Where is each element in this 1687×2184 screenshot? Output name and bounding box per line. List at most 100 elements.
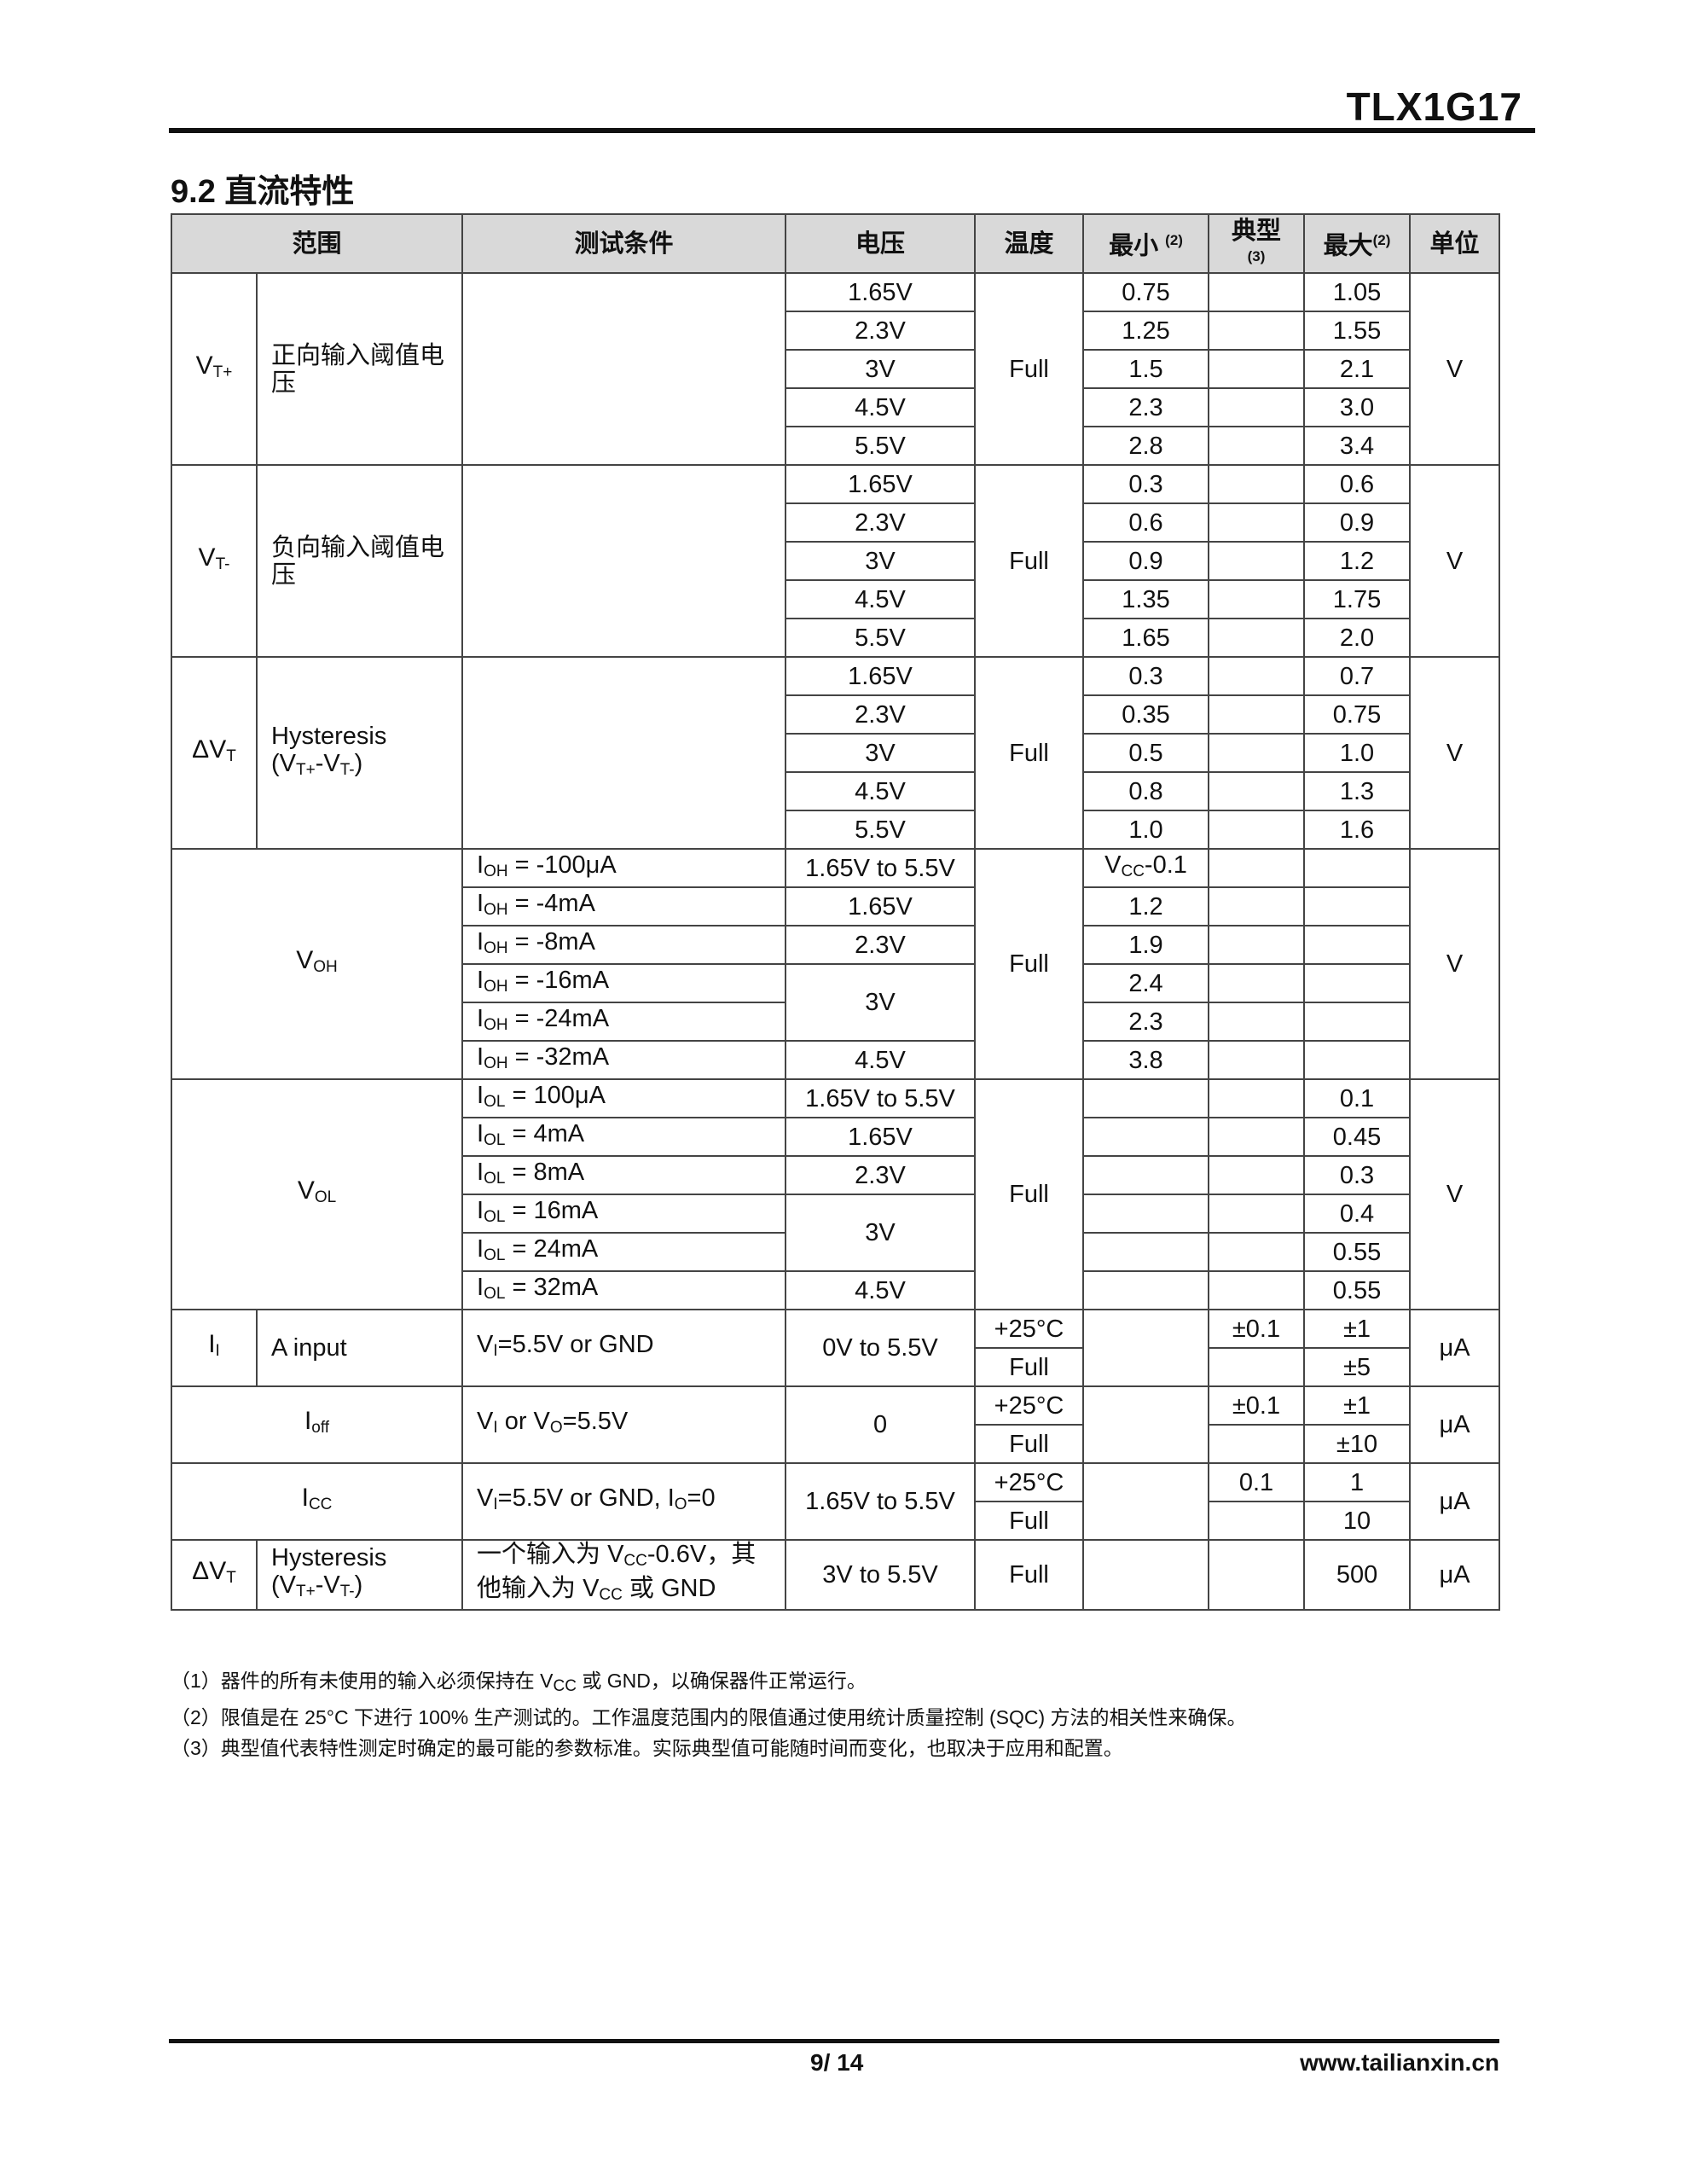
voltage-cell: 4.5V [785,1040,977,1080]
max-value: 500 [1303,1539,1412,1611]
parameter-description: 负向输入阈值电压 [255,464,464,658]
table-row: VT+ 正向输入阈值电压 1.65V Full 0.75 1.05 V [171,272,1501,466]
temperature-cell: Full [974,1347,1085,1387]
voltage-cell: 2.3V [785,1155,977,1195]
voltage-cell: 1.65V [785,656,977,696]
table-row: VT- 负向输入阈值电压 1.65V Full 0.3 0.6 V [171,464,1501,658]
voltage-cell: 0 [785,1385,977,1464]
voltage-cell: 1.65V [785,886,977,926]
max-value: 0.45 [1303,1117,1412,1157]
table-header-row: 范围 测试条件 电压 温度 最小 (2) 典型 (3) 最大(2) 单位 [170,213,1501,274]
table-row: 2.3V 1.25 1.55 [171,311,1499,351]
temperature-cell: +25°C [974,1462,1085,1502]
header-divider [169,128,1535,133]
test-condition: IOL = 4mA [461,1117,787,1157]
min-value [1082,1462,1210,1541]
max-value: 2.0 [1303,618,1412,658]
footnotes: （1）器件的所有未使用的输入必须保持在 VCC 或 GND，以确保器件正常运行。… [171,1665,1247,1763]
test-condition [461,464,787,658]
min-value [1082,1309,1210,1387]
min-value: 0.3 [1082,464,1210,504]
typ-value [1208,1078,1306,1118]
test-condition: IOL = 24mA [461,1232,787,1272]
section-title: 9.2 直流特性 [171,174,355,210]
test-condition: VI or VO=5.5V [461,1385,787,1464]
typ-value [1208,579,1306,619]
typ-value [1208,810,1306,850]
min-value [1082,1078,1210,1118]
table-row: ΔVT Hysteresis (VT+-VT-) 一个输入为 VCC-0.6V，其 他输… [171,1539,1501,1611]
voltage-cell: 3V [785,1194,977,1272]
parameter-symbol: ΔVT [171,656,258,850]
table-row: 5.5V 1.65 2.0 [171,618,1499,658]
max-value: 1.3 [1303,771,1412,811]
website-link[interactable]: www.tailianxin.cn [1300,2049,1499,2076]
typ-note: (3) [1247,247,1266,264]
test-condition: IOH = -32mA [461,1040,787,1080]
max-value: 10 [1303,1501,1412,1541]
min-value: VCC-0.1 [1082,848,1210,888]
parameter-symbol: ICC [170,1462,464,1541]
parameter-symbol: ΔVT [171,1539,258,1611]
min-note: (2) [1165,232,1183,249]
max-value: 1.75 [1303,579,1412,619]
max-value: ±10 [1303,1424,1412,1464]
max-value: 1 [1303,1462,1412,1502]
col-header-temp: 温度 [974,213,1085,274]
min-value: 2.8 [1082,426,1210,466]
max-value: 0.55 [1303,1270,1412,1310]
max-value: 0.6 [1303,464,1412,504]
min-value [1082,1232,1210,1272]
min-value [1082,1117,1210,1157]
typ-label: 典型 [1232,217,1282,245]
max-value: 3.4 [1303,426,1412,466]
voltage-cell: 3V [785,733,977,773]
temperature-cell: Full [974,272,1085,466]
test-condition: IOH = -100μA [461,848,787,888]
voltage-cell: 0V to 5.5V [785,1309,977,1387]
voltage-cell: 4.5V [785,387,977,427]
max-value: 0.1 [1303,1078,1412,1118]
voltage-cell: 5.5V [785,426,977,466]
typ-value [1208,963,1306,1003]
unit-cell: μA [1409,1309,1501,1387]
temperature-cell: Full [974,464,1085,658]
max-value: 0.7 [1303,656,1412,696]
parameter-description: Hysteresis (VT+-VT-) [255,656,464,850]
max-note: (2) [1372,232,1391,249]
max-value [1303,848,1412,888]
test-condition: 一个输入为 VCC-0.6V，其 他输入为 VCC 或 GND [461,1539,787,1611]
voltage-cell: 2.3V [785,925,977,965]
min-value: 1.2 [1082,886,1210,926]
voltage-cell: 3V [785,541,977,581]
parameter-description: A input [255,1309,464,1387]
max-value: 1.55 [1303,311,1412,351]
test-condition [461,272,787,466]
voltage-cell: 2.3V [785,502,977,543]
typ-value [1208,1424,1306,1464]
min-value: 2.3 [1082,387,1210,427]
test-condition: IOH = -24mA [461,1002,787,1042]
typ-value [1208,272,1306,312]
typ-value [1208,1002,1306,1042]
min-value [1082,1194,1210,1234]
table-row: 5.5V 1.0 1.6 [171,810,1499,850]
voltage-cell: 3V [785,963,977,1042]
typ-value [1208,541,1306,581]
table-row: II A input VI=5.5V or GND 0V to 5.5V +25°C ±0… [171,1309,1501,1387]
unit-cell: V [1409,1078,1501,1310]
max-value: 1.6 [1303,810,1412,850]
voltage-cell: 4.5V [785,771,977,811]
col-header-unit: 单位 [1409,213,1501,274]
min-value: 2.4 [1082,963,1210,1003]
min-value: 1.0 [1082,810,1210,850]
typ-value [1208,848,1306,888]
max-value [1303,925,1412,965]
temperature-cell: Full [974,1078,1085,1310]
document-title: TLX1G17 [1346,84,1522,129]
voltage-cell: 1.65V to 5.5V [785,1462,977,1541]
temperature-cell: Full [974,1424,1085,1464]
max-value: 1.05 [1303,272,1412,312]
table-row: IOL = 24mA 0.55 [171,1232,1499,1272]
typ-value [1208,502,1306,543]
